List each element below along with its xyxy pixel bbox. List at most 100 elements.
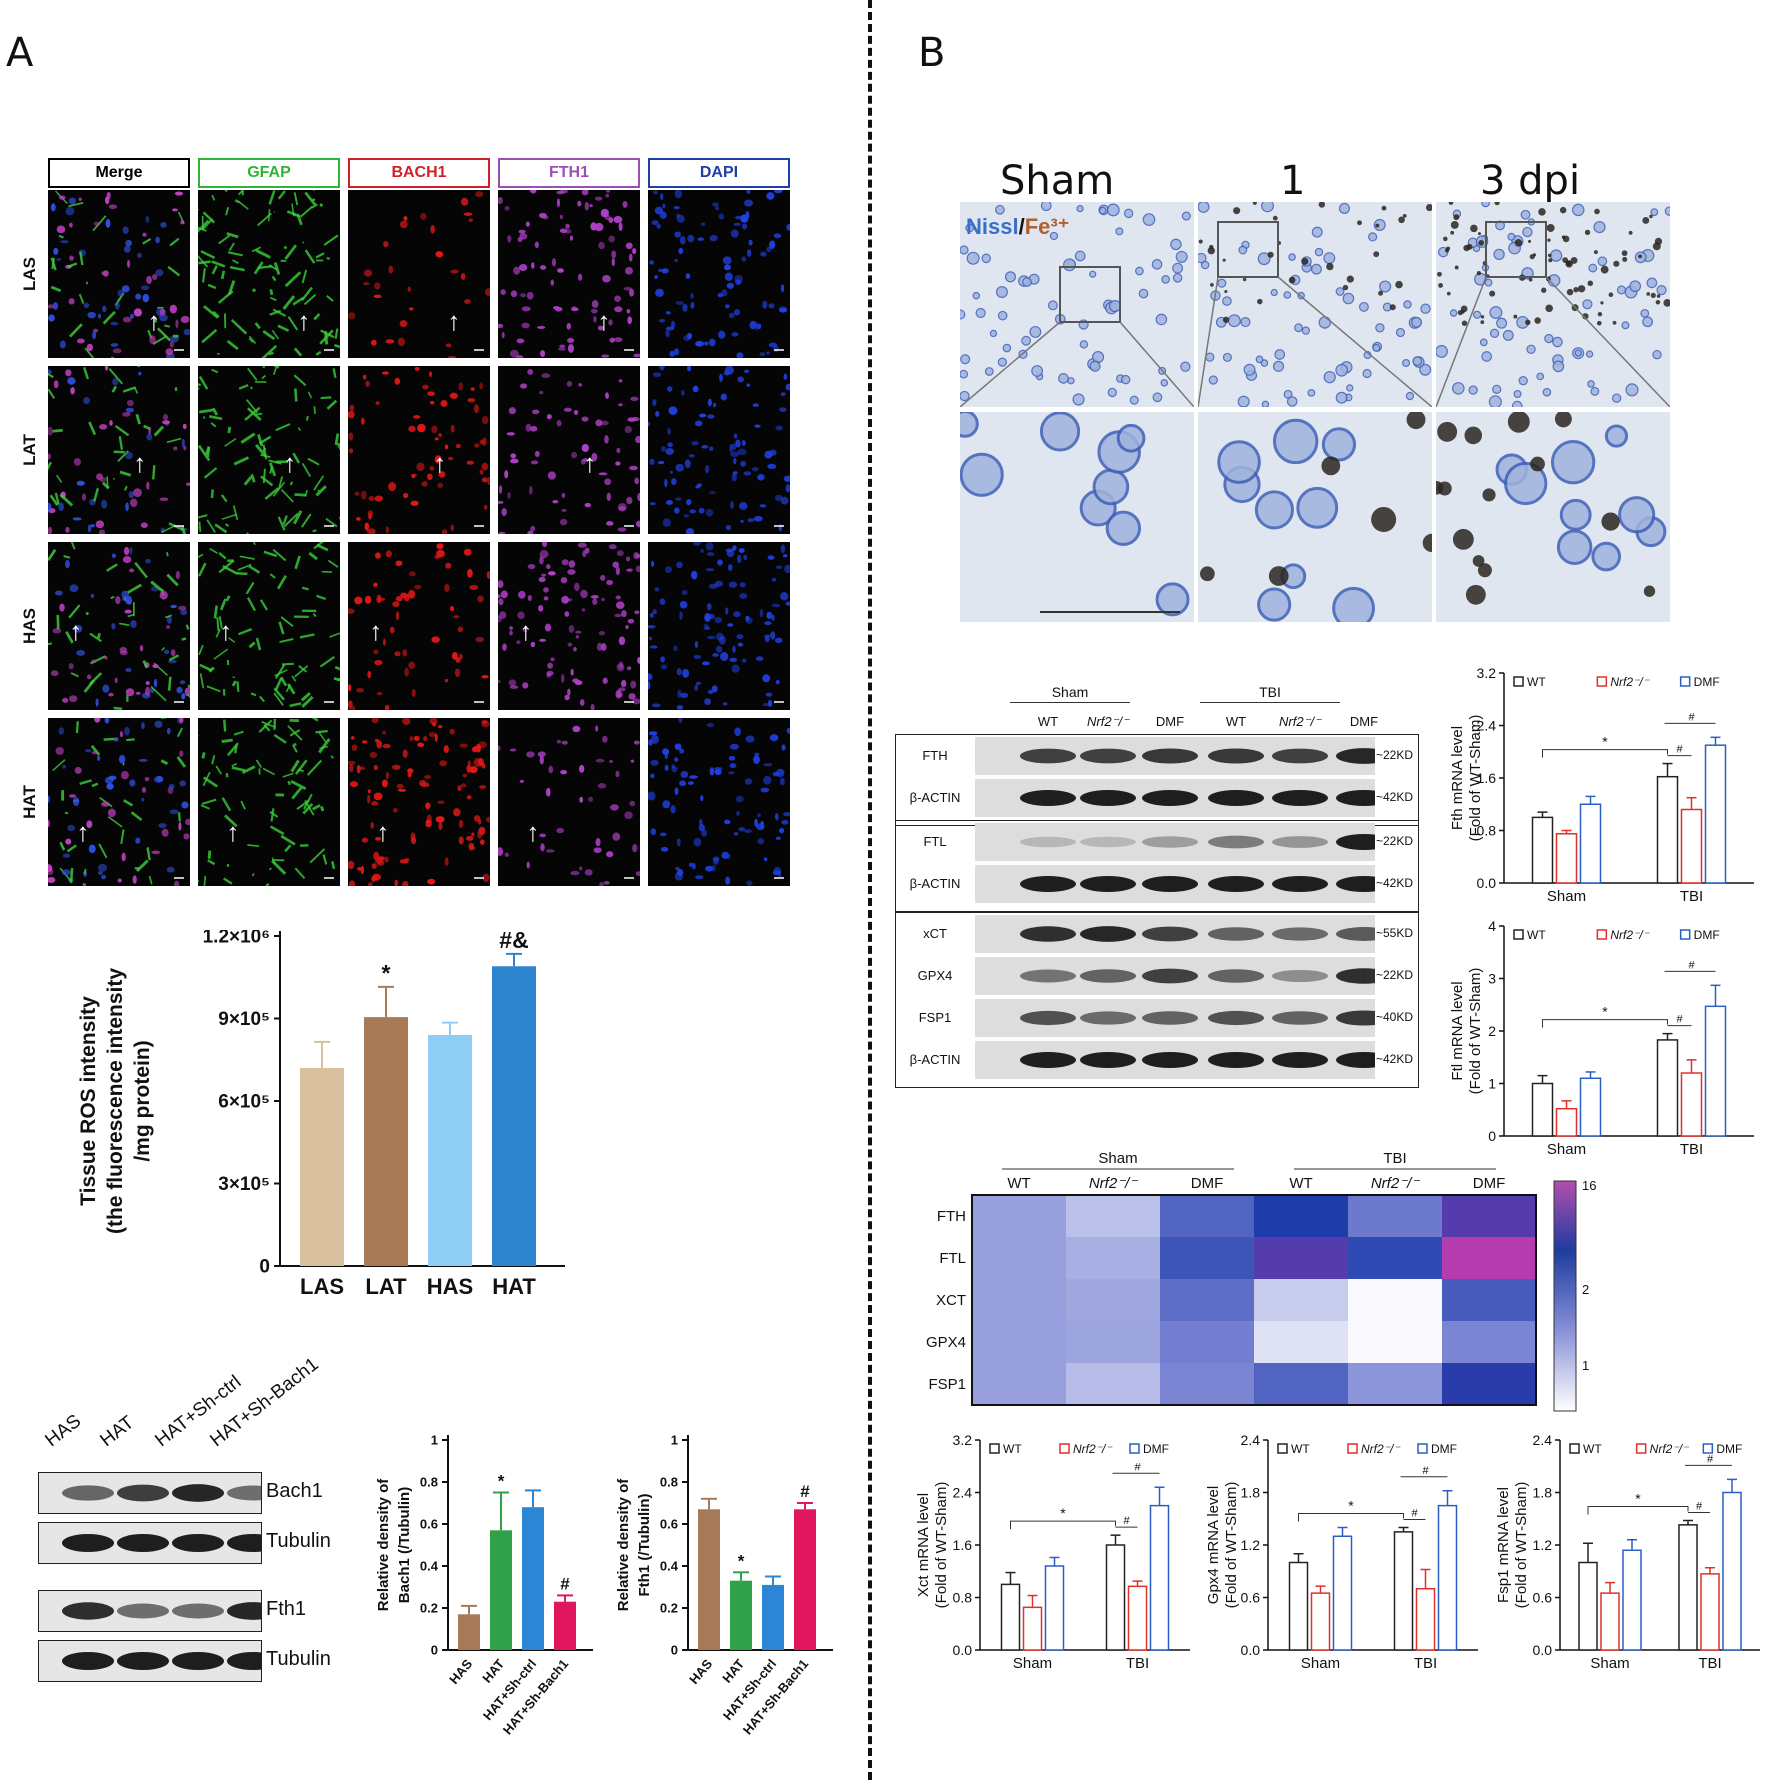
band: [117, 1484, 169, 1502]
neuron: [1550, 439, 1596, 485]
blot-strip: [975, 1041, 1392, 1079]
fiber: [236, 681, 240, 692]
cell: [569, 235, 574, 241]
cell: [618, 506, 626, 511]
neuron: [1549, 249, 1563, 262]
cell: [463, 548, 472, 556]
iron-deposit: [1532, 253, 1537, 257]
nissl-micrograph: [1436, 202, 1670, 407]
cell: [531, 262, 535, 269]
fiber: [293, 374, 307, 387]
cell: [58, 195, 66, 200]
cell: [145, 681, 150, 685]
zoom-box: [1059, 266, 1121, 323]
cell: [414, 366, 420, 371]
cell: [608, 544, 617, 550]
cell: [600, 574, 606, 581]
cell: [561, 559, 569, 566]
band: [1208, 835, 1264, 849]
cell: [185, 482, 190, 486]
fiber: [48, 372, 54, 379]
cell: [124, 451, 134, 460]
y-tick-label: 0: [259, 1257, 270, 1278]
band: [117, 1652, 169, 1670]
fiber: [211, 260, 226, 268]
iron-deposit: [1224, 289, 1228, 294]
column-label: WT: [1289, 1175, 1312, 1192]
cell: [48, 876, 56, 884]
fiber: [210, 422, 217, 428]
cell: [596, 642, 603, 652]
band: [1272, 836, 1328, 848]
cell: [108, 692, 114, 697]
iron-deposit: [1444, 248, 1450, 253]
cell: [432, 721, 437, 727]
fiber: [164, 614, 173, 619]
iron-deposit: [1437, 271, 1442, 277]
cell: [180, 315, 190, 324]
cell: [504, 852, 509, 857]
fiber: [166, 552, 169, 557]
cell: [441, 529, 448, 534]
lane-label: Nrf2⁻/⁻: [1279, 714, 1321, 729]
cell: [97, 313, 102, 319]
cell: [434, 455, 442, 464]
band-size: ~22KD: [1376, 968, 1414, 982]
cell: [628, 253, 633, 262]
cell: [650, 734, 659, 744]
cell: [776, 768, 785, 778]
cell: [705, 568, 715, 572]
cell: [60, 240, 69, 244]
neuron: [1411, 316, 1423, 328]
fiber: [90, 744, 101, 756]
cell: [399, 220, 408, 229]
cell: [605, 193, 610, 198]
group-bracket: [1200, 702, 1340, 703]
cell: [739, 593, 748, 600]
y-tick-label: 0.2: [660, 1601, 678, 1616]
cell: [348, 860, 355, 870]
cell: [423, 736, 428, 742]
cell: [715, 206, 720, 211]
cell: [591, 300, 599, 309]
y-axis-label: Relative density of: [615, 1478, 632, 1612]
fiber: [258, 695, 266, 703]
iron-deposit: [1613, 260, 1620, 267]
iron-deposit: [1573, 287, 1579, 293]
legend-label: WT: [1003, 1442, 1022, 1456]
cell: [411, 688, 416, 698]
fiber: [69, 868, 74, 884]
cell: [556, 420, 562, 427]
cell: [471, 832, 475, 837]
cell: [567, 343, 575, 353]
cell: [737, 448, 747, 456]
cell: [53, 380, 59, 389]
cell: [138, 758, 148, 762]
cell: [426, 814, 432, 822]
band: [1142, 968, 1198, 984]
cell: [748, 239, 753, 246]
neuron: [1481, 351, 1492, 362]
cell: [698, 507, 705, 514]
cell: [457, 785, 462, 791]
neuron: [1181, 211, 1191, 221]
micrograph-las-3: ↑: [498, 190, 640, 358]
cell: [92, 331, 97, 340]
neuron: [1261, 202, 1274, 213]
cell: [498, 847, 504, 856]
band-name: FTL: [923, 834, 947, 849]
cell: [123, 546, 130, 556]
cell: [546, 414, 552, 420]
neuron: [1198, 202, 1210, 213]
fiber: [221, 797, 232, 812]
fiber: [278, 476, 284, 489]
fiber: [130, 811, 143, 822]
neuron: [1335, 391, 1348, 404]
cell: [522, 628, 528, 633]
cell: [731, 472, 737, 482]
neuron: [1629, 280, 1642, 293]
cell: [769, 240, 776, 250]
blot-strip: [38, 1522, 279, 1564]
band: [1336, 790, 1392, 806]
iron-deposit: [1646, 292, 1651, 296]
